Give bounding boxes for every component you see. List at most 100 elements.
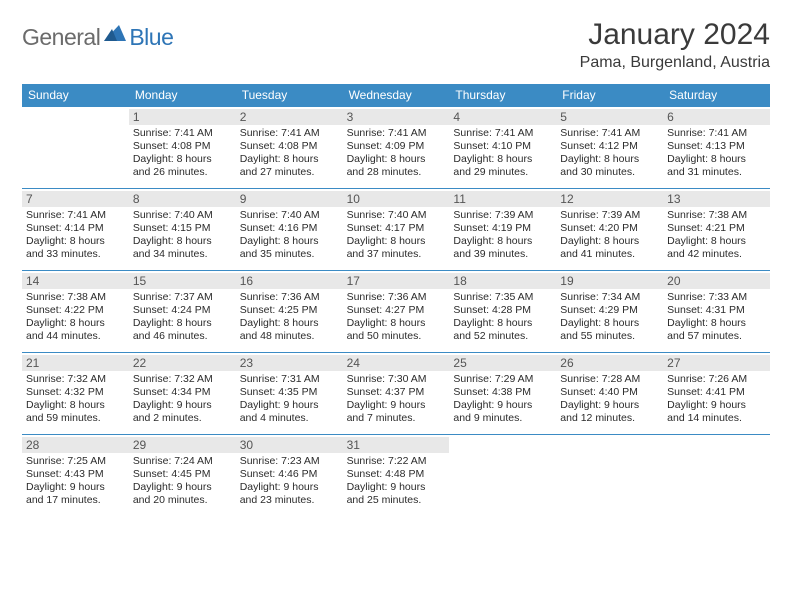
sunset-text: Sunset: 4:25 PM <box>240 304 339 317</box>
calendar-cell: 28Sunrise: 7:25 AMSunset: 4:43 PMDayligh… <box>22 434 129 516</box>
day-number: 16 <box>236 273 343 289</box>
calendar-cell: 4 Sunrise: 7:41 AMSunset: 4:10 PMDaylight… <box>449 106 556 188</box>
sunrise-text: Sunrise: 7:24 AM <box>133 455 232 468</box>
day-info: Sunrise: 7:32 AMSunset: 4:34 PMDaylight:… <box>133 373 232 426</box>
day-info: Sunrise: 7:38 AMSunset: 4:22 PMDaylight:… <box>26 291 125 344</box>
day-info: Sunrise: 7:40 AMSunset: 4:15 PMDaylight:… <box>133 209 232 262</box>
sunrise-text: Sunrise: 7:32 AM <box>133 373 232 386</box>
logo-text-gray: General <box>22 24 100 51</box>
calendar-cell: 22Sunrise: 7:32 AMSunset: 4:34 PMDayligh… <box>129 352 236 434</box>
sunrise-text: Sunrise: 7:41 AM <box>560 127 659 140</box>
day-number: 20 <box>663 273 770 289</box>
day-info: Sunrise: 7:41 AMSunset: 4:10 PMDaylight:… <box>453 127 552 180</box>
day-info: Sunrise: 7:26 AMSunset: 4:41 PMDaylight:… <box>667 373 766 426</box>
day-info: Sunrise: 7:30 AMSunset: 4:37 PMDaylight:… <box>347 373 446 426</box>
sunrise-text: Sunrise: 7:28 AM <box>560 373 659 386</box>
daylight-text: Daylight: 8 hours and 50 minutes. <box>347 317 446 343</box>
sunrise-text: Sunrise: 7:29 AM <box>453 373 552 386</box>
daylight-text: Daylight: 8 hours and 29 minutes. <box>453 153 552 179</box>
daylight-text: Daylight: 8 hours and 31 minutes. <box>667 153 766 179</box>
day-number: 24 <box>343 355 450 371</box>
week-row: 28Sunrise: 7:25 AMSunset: 4:43 PMDayligh… <box>22 434 770 516</box>
daylight-text: Daylight: 8 hours and 34 minutes. <box>133 235 232 261</box>
title-block: January 2024 Pama, Burgenland, Austria <box>580 18 770 72</box>
calendar-cell: 17 Sunrise: 7:36 AMSunset: 4:27 PMDayligh… <box>343 270 450 352</box>
calendar-cell: 19 Sunrise: 7:34 AMSunset: 4:29 PMDayligh… <box>556 270 663 352</box>
sunrise-text: Sunrise: 7:40 AM <box>240 209 339 222</box>
calendar-cell: 30Sunrise: 7:23 AMSunset: 4:46 PMDayligh… <box>236 434 343 516</box>
daylight-text: Daylight: 8 hours and 27 minutes. <box>240 153 339 179</box>
daylight-text: Daylight: 8 hours and 55 minutes. <box>560 317 659 343</box>
daylight-text: Daylight: 9 hours and 20 minutes. <box>133 481 232 507</box>
day-number: 18 <box>449 273 556 289</box>
day-number: 14 <box>22 273 129 289</box>
calendar-cell: 20 Sunrise: 7:33 AMSunset: 4:31 PMDayligh… <box>663 270 770 352</box>
sunrise-text: Sunrise: 7:22 AM <box>347 455 446 468</box>
day-info: Sunrise: 7:41 AMSunset: 4:08 PMDaylight:… <box>240 127 339 180</box>
day-number: 10 <box>343 191 450 207</box>
calendar-cell: 18 Sunrise: 7:35 AMSunset: 4:28 PMDayligh… <box>449 270 556 352</box>
day-header: Tuesday <box>236 84 343 106</box>
sunrise-text: Sunrise: 7:34 AM <box>560 291 659 304</box>
daylight-text: Daylight: 8 hours and 39 minutes. <box>453 235 552 261</box>
daylight-text: Daylight: 8 hours and 35 minutes. <box>240 235 339 261</box>
daylight-text: Daylight: 9 hours and 14 minutes. <box>667 399 766 425</box>
week-row: 14 Sunrise: 7:38 AMSunset: 4:22 PMDayligh… <box>22 270 770 352</box>
sunrise-text: Sunrise: 7:36 AM <box>240 291 339 304</box>
calendar-cell: 24 Sunrise: 7:30 AMSunset: 4:37 PMDayligh… <box>343 352 450 434</box>
day-info: Sunrise: 7:35 AMSunset: 4:28 PMDaylight:… <box>453 291 552 344</box>
day-info: Sunrise: 7:36 AMSunset: 4:27 PMDaylight:… <box>347 291 446 344</box>
sunrise-text: Sunrise: 7:41 AM <box>667 127 766 140</box>
sunset-text: Sunset: 4:12 PM <box>560 140 659 153</box>
day-number: 21 <box>22 355 129 371</box>
sunset-text: Sunset: 4:22 PM <box>26 304 125 317</box>
day-info: Sunrise: 7:22 AMSunset: 4:48 PMDaylight:… <box>347 455 446 508</box>
day-number: 15 <box>129 273 236 289</box>
logo-mark-icon <box>104 25 126 41</box>
daylight-text: Daylight: 8 hours and 33 minutes. <box>26 235 125 261</box>
week-row: 7Sunrise: 7:41 AMSunset: 4:14 PMDaylight… <box>22 188 770 270</box>
sunset-text: Sunset: 4:37 PM <box>347 386 446 399</box>
day-info: Sunrise: 7:25 AMSunset: 4:43 PMDaylight:… <box>26 455 125 508</box>
daylight-text: Daylight: 8 hours and 30 minutes. <box>560 153 659 179</box>
sunrise-text: Sunrise: 7:37 AM <box>133 291 232 304</box>
day-number: 26 <box>556 355 663 371</box>
day-info: Sunrise: 7:39 AMSunset: 4:20 PMDaylight:… <box>560 209 659 262</box>
day-header-row: Sunday Monday Tuesday Wednesday Thursday… <box>22 84 770 106</box>
day-number: 17 <box>343 273 450 289</box>
sunrise-text: Sunrise: 7:32 AM <box>26 373 125 386</box>
sunset-text: Sunset: 4:31 PM <box>667 304 766 317</box>
day-number: 19 <box>556 273 663 289</box>
calendar-cell: 27Sunrise: 7:26 AMSunset: 4:41 PMDayligh… <box>663 352 770 434</box>
day-number: 31 <box>343 437 450 453</box>
sunset-text: Sunset: 4:29 PM <box>560 304 659 317</box>
sunrise-text: Sunrise: 7:33 AM <box>667 291 766 304</box>
day-header: Saturday <box>663 84 770 106</box>
day-number: 2 <box>236 109 343 125</box>
day-number: 23 <box>236 355 343 371</box>
day-info: Sunrise: 7:41 AMSunset: 4:13 PMDaylight:… <box>667 127 766 180</box>
daylight-text: Daylight: 9 hours and 23 minutes. <box>240 481 339 507</box>
calendar-cell: 10Sunrise: 7:40 AMSunset: 4:17 PMDayligh… <box>343 188 450 270</box>
calendar-cell: 9Sunrise: 7:40 AMSunset: 4:16 PMDaylight… <box>236 188 343 270</box>
sunrise-text: Sunrise: 7:40 AM <box>347 209 446 222</box>
day-number: 4 <box>449 109 556 125</box>
calendar-cell: 6 Sunrise: 7:41 AMSunset: 4:13 PMDaylight… <box>663 106 770 188</box>
sunrise-text: Sunrise: 7:40 AM <box>133 209 232 222</box>
day-header: Wednesday <box>343 84 450 106</box>
sunset-text: Sunset: 4:45 PM <box>133 468 232 481</box>
sunset-text: Sunset: 4:28 PM <box>453 304 552 317</box>
day-number: 6 <box>663 109 770 125</box>
calendar-cell: 3Sunrise: 7:41 AMSunset: 4:09 PMDaylight… <box>343 106 450 188</box>
sunset-text: Sunset: 4:15 PM <box>133 222 232 235</box>
calendar-cell: 14 Sunrise: 7:38 AMSunset: 4:22 PMDayligh… <box>22 270 129 352</box>
sunset-text: Sunset: 4:40 PM <box>560 386 659 399</box>
week-row: 21Sunrise: 7:32 AMSunset: 4:32 PMDayligh… <box>22 352 770 434</box>
daylight-text: Daylight: 8 hours and 57 minutes. <box>667 317 766 343</box>
day-info: Sunrise: 7:40 AMSunset: 4:16 PMDaylight:… <box>240 209 339 262</box>
location: Pama, Burgenland, Austria <box>580 54 770 72</box>
day-number: 13 <box>663 191 770 207</box>
day-info: Sunrise: 7:37 AMSunset: 4:24 PMDaylight:… <box>133 291 232 344</box>
daylight-text: Daylight: 9 hours and 4 minutes. <box>240 399 339 425</box>
day-header: Friday <box>556 84 663 106</box>
